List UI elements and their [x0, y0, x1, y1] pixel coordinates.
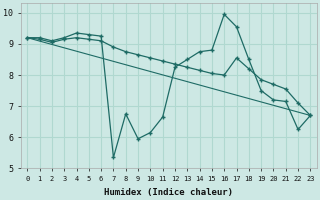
X-axis label: Humidex (Indice chaleur): Humidex (Indice chaleur): [104, 188, 233, 197]
